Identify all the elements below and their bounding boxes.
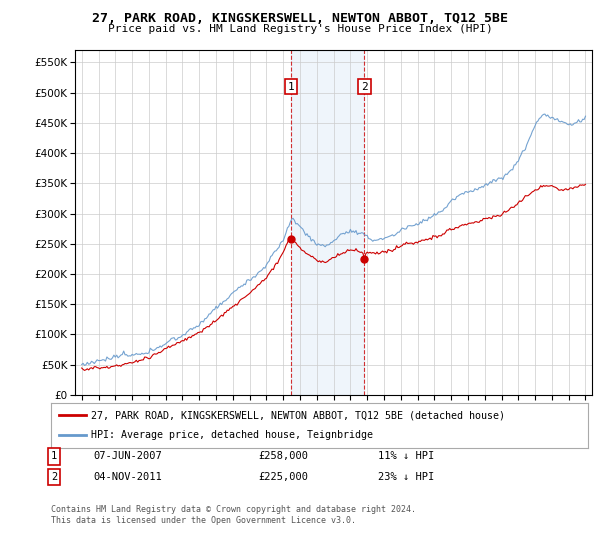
Text: 23% ↓ HPI: 23% ↓ HPI (378, 472, 434, 482)
Text: HPI: Average price, detached house, Teignbridge: HPI: Average price, detached house, Teig… (91, 431, 373, 441)
Text: Contains HM Land Registry data © Crown copyright and database right 2024.
This d: Contains HM Land Registry data © Crown c… (51, 505, 416, 525)
Text: 1: 1 (51, 451, 57, 461)
Bar (291, 50, 364, 395)
Text: £258,000: £258,000 (258, 451, 308, 461)
Text: £225,000: £225,000 (258, 472, 308, 482)
Text: 27, PARK ROAD, KINGSKERSWELL, NEWTON ABBOT, TQ12 5BE (detached house): 27, PARK ROAD, KINGSKERSWELL, NEWTON ABB… (91, 410, 505, 421)
Text: 11% ↓ HPI: 11% ↓ HPI (378, 451, 434, 461)
Text: 2: 2 (51, 472, 57, 482)
Text: 04-NOV-2011: 04-NOV-2011 (93, 472, 162, 482)
Text: 1: 1 (287, 82, 294, 92)
Text: 27, PARK ROAD, KINGSKERSWELL, NEWTON ABBOT, TQ12 5BE: 27, PARK ROAD, KINGSKERSWELL, NEWTON ABB… (92, 12, 508, 25)
Text: 2: 2 (361, 82, 368, 92)
Text: Price paid vs. HM Land Registry's House Price Index (HPI): Price paid vs. HM Land Registry's House … (107, 24, 493, 34)
Text: 07-JUN-2007: 07-JUN-2007 (93, 451, 162, 461)
